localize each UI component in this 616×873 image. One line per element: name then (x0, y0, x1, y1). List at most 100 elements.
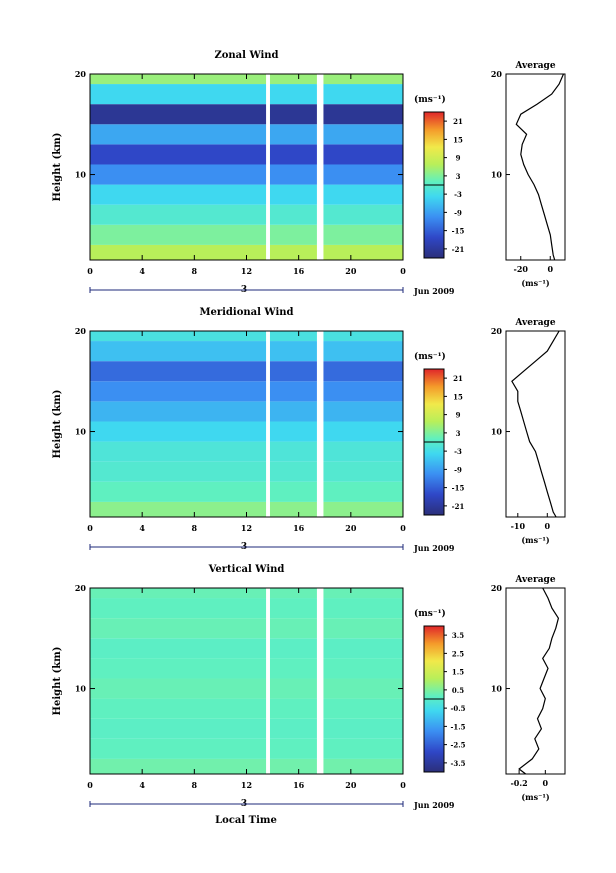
heatmap-band (90, 124, 403, 145)
y-tick-label: 20 (75, 69, 87, 79)
panel-title: Vertical Wind (208, 564, 285, 575)
heatmap-band (90, 164, 403, 185)
heatmap-band (90, 244, 403, 260)
colorbar-tick-label: -15 (452, 227, 465, 236)
heatmap-band (90, 481, 403, 502)
x-tick-label: 16 (293, 523, 305, 533)
x-tick-label: 12 (241, 523, 252, 533)
heatmap-field (90, 331, 403, 517)
x-tick-label: 0 (87, 266, 93, 276)
data-gap (316, 74, 324, 260)
data-gap (266, 588, 270, 774)
average-x-tick-label: -20 (514, 264, 529, 274)
average-x-label: (ms⁻¹) (521, 535, 549, 545)
heatmap-band (90, 421, 403, 442)
x-tick-label: 8 (192, 266, 198, 276)
heatmap-band (90, 588, 403, 599)
heatmap-band (90, 698, 403, 719)
average-frame (505, 73, 566, 261)
date-label: Jun 2009 (413, 800, 455, 810)
x-axis-label: Local Time (215, 815, 277, 826)
x-tick-label: 16 (293, 266, 305, 276)
colorbar-tick-label: 21 (453, 117, 463, 126)
average-y-tick-label: 20 (491, 583, 503, 593)
average-profile-line (515, 73, 565, 261)
y-tick-label: 10 (75, 427, 87, 437)
x-tick-label: 4 (139, 266, 145, 276)
average-x-tick-label: 0 (543, 778, 549, 788)
x-tick-label: 0 (87, 780, 93, 790)
average-title: Average (514, 61, 555, 71)
heatmap-band (90, 441, 403, 462)
colorbar-tick-label: -0.5 (450, 704, 465, 713)
heatmap-band (90, 184, 403, 205)
average-frame (505, 587, 566, 775)
y-axis-label: Height (km) (52, 133, 63, 202)
heatmap-band (90, 658, 403, 679)
heatmap-band (90, 738, 403, 759)
average-y-tick-label: 10 (491, 684, 503, 694)
x-tick-label: 16 (293, 780, 305, 790)
average-title: Average (514, 575, 555, 585)
heatmap-band (90, 718, 403, 739)
x-tick-label: 12 (241, 780, 252, 790)
colorbar-tick-label: 3 (456, 429, 461, 438)
colorbar-tick-label: 15 (453, 135, 463, 144)
data-gap (316, 331, 324, 517)
heatmap-band (90, 144, 403, 165)
panel-2: Meridional Wind 0 4 8 12 16 20 0 10 20 Height (km)… (52, 307, 566, 550)
average-y-tick-label: 20 (491, 69, 503, 79)
heatmap-band (90, 381, 403, 402)
heatmap-band (90, 104, 403, 125)
colorbar-label: (ms⁻¹) (414, 351, 446, 362)
heatmap-band (90, 678, 403, 699)
x-tick-label: 12 (241, 266, 252, 276)
heatmap-band (90, 618, 403, 639)
y-tick-label: 10 (75, 684, 87, 694)
y-tick-label: 20 (75, 583, 87, 593)
average-profile-line (511, 330, 560, 518)
colorbar-tick-label: -2.5 (450, 741, 465, 750)
x-tick-label: 0 (400, 523, 406, 533)
colorbar-tick-label: -3.5 (450, 759, 465, 768)
panel-title: Zonal Wind (214, 50, 278, 61)
colorbar-tick-label: -9 (454, 208, 462, 217)
colorbar-tick-label: -1.5 (450, 722, 465, 731)
heatmap-band (90, 84, 403, 105)
average-x-label: (ms⁻¹) (521, 278, 549, 288)
x-tick-label: 20 (345, 523, 357, 533)
colorbar-label: (ms⁻¹) (414, 94, 446, 105)
x-tick-label: 4 (139, 780, 145, 790)
colorbar-tick-label: 9 (456, 154, 461, 163)
colorbar-tick-label: 2.5 (452, 649, 464, 658)
heatmap-band (90, 758, 403, 774)
heatmap-field (90, 588, 403, 774)
x-tick-label: 4 (139, 523, 145, 533)
average-frame (505, 330, 566, 518)
average-x-label: (ms⁻¹) (521, 792, 549, 802)
y-axis-label: Height (km) (52, 390, 63, 459)
heatmap-band (90, 224, 403, 245)
colorbar-tick-label: 3 (456, 172, 461, 181)
colorbar-tick-label: -15 (452, 484, 465, 493)
colorbar-tick-label: -3 (454, 190, 462, 199)
y-axis-label: Height (km) (52, 647, 63, 716)
x-tick-label: 20 (345, 266, 357, 276)
y-tick-label: 20 (75, 326, 87, 336)
colorbar-tick-label: -21 (452, 245, 465, 254)
colorbar-tick-label: -3 (454, 447, 462, 456)
average-x-tick-label: -0.2 (510, 778, 527, 788)
x-tick-label: 8 (192, 780, 198, 790)
colorbar-tick-label: 1.5 (452, 668, 464, 677)
date-label: Jun 2009 (413, 543, 455, 553)
colorbar-tick-label: 21 (453, 374, 463, 383)
average-y-tick-label: 10 (491, 427, 503, 437)
x-tick-label: 0 (87, 523, 93, 533)
heatmap-band (90, 74, 403, 85)
colorbar-tick-label: 15 (453, 392, 463, 401)
average-y-tick-label: 10 (491, 170, 503, 180)
x-tick-label: 0 (400, 266, 406, 276)
heatmap-band (90, 401, 403, 422)
heatmap-band (90, 461, 403, 482)
